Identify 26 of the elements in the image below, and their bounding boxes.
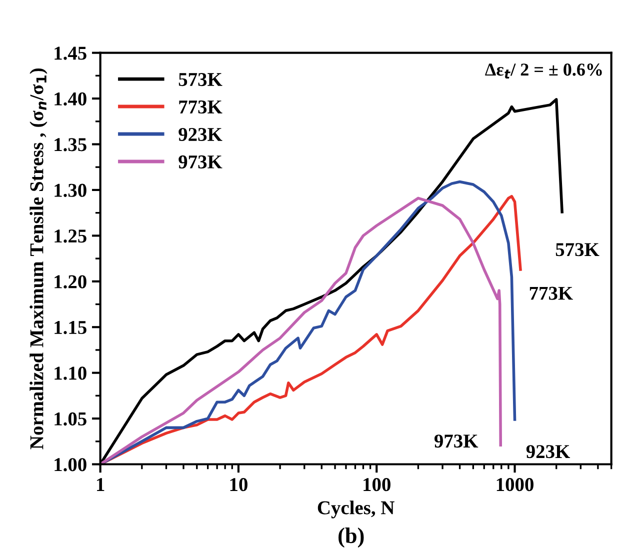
y-tick-label: 1.30 (54, 184, 86, 197)
legend-label: 973K (178, 155, 222, 168)
x-tick-label: 10 (230, 478, 248, 492)
annotation: 773K (530, 286, 573, 300)
y-tick-label: 1.10 (54, 366, 86, 380)
legend-label: 923K (178, 128, 222, 142)
x-axis-title: Cycles, N (318, 500, 394, 518)
annotation: 573K (556, 243, 600, 256)
y-tick-label: 1.35 (54, 138, 86, 152)
y-tick-label: 1.00 (54, 458, 86, 472)
text: (b) (338, 528, 364, 548)
y-tick-label: 1.45 (54, 46, 86, 60)
y-tick-label: 1.15 (54, 321, 86, 334)
annotation: Δε$_{t}$/ 2 = ± 0.6% (485, 64, 602, 79)
legend-label: 773K (179, 100, 222, 114)
y-tick-label: 1.40 (54, 92, 86, 106)
x-tick-label: 1 (97, 478, 104, 491)
x-tick-label: 100 (364, 478, 390, 492)
y-axis-title: Normalized Maximum Tensile Stress , (σ$_{n}$/σ$_{1}$) (30, 68, 48, 450)
legend-label: 573K (178, 73, 222, 86)
y-tick-label: 1.25 (54, 230, 86, 243)
y-tick-label: 1.20 (54, 275, 86, 288)
annotation: 973K (434, 434, 478, 448)
annotation: 923K (526, 445, 570, 458)
x-tick-label: 1000 (496, 478, 534, 492)
y-tick-label: 1.05 (54, 412, 86, 426)
